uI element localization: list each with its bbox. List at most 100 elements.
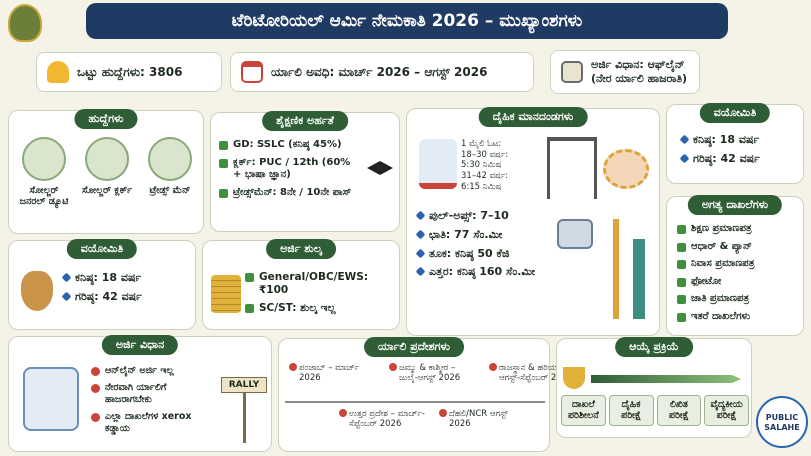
tape-icon (603, 149, 649, 189)
post-list: ಸೋಲ್ಜರ್ ಜನರಲ್ ಡ್ಯೂಟಿ ಸೋಲ್ಜರ್ ಕ್ಲರ್ಕ್ ಟ್ರೇಡ… (15, 137, 199, 208)
selection-step-list: ದಾಖಲೆ ಪರಿಶೀಲನೆ ದೈಹಿಕ ಪರೀಕ್ಷೆ ಲಿಖಿತ ಪರೀಕ್ಷೆ… (561, 395, 749, 426)
run-line-list: 1 ಮೈಲಿ ಓಟ: 18–30 ವರ್ಷ: 5:30 ನಿಮಿಷ 31–42 ವರ್… (461, 139, 531, 192)
highlight-mode: ಅರ್ಜಿ ವಿಧಾನ: ಆಫ್‌ಲೈನ್ (ನೇರ ರ್ಯಾಲಿ ಹಾಜರಾತಿ… (550, 50, 700, 94)
highlight-line: ಅರ್ಜಿ ವಿಧಾನ: ಆಫ್‌ಲೈನ್ (591, 58, 685, 71)
region-item: ಜಮ್ಮು & ಕಾಶ್ಮೀರ – ಜುಲೈ-ಆಗಸ್ಟ್ 2026 (387, 363, 475, 383)
region-item: ಪಂಜಾಬ್ – ಮಾರ್ಚ್ 2026 (287, 363, 375, 383)
apply-item: ಆನ್‌ಲೈನ್ ಅರ್ಜಿ ಇಲ್ಲ (91, 365, 211, 377)
apply-item: ನೇರವಾಗಿ ರ್ಯಾಲಿಗೆ ಹಾಜರಾಗಬೇಕು (91, 382, 211, 406)
run-line: 1 ಮೈಲಿ ಓಟ: (461, 139, 502, 149)
education-item-list: GD: SSLC (ಕನಿಷ್ಠ 45%) ಕ್ಲರ್ಕ್: PUC / 12th… (219, 139, 361, 204)
section-title: ಅರ್ಜಿ ವಿಧಾನ (101, 335, 179, 355)
highlight-text: ರ್ಯಾಲಿ ಅವಧಿ: ಮಾರ್ಚ್ 2026 – ಆಗಸ್ಟ್ 2026 (271, 64, 488, 79)
documents-card: ಅಗತ್ಯ ದಾಖಲೆಗಳು ಶಿಕ್ಷಣ ಪ್ರಮಾಣಪತ್ರ ಆಧಾರ್ & … (666, 195, 804, 336)
document-item: ಶಿಕ್ಷಣ ಪ್ರಮಾಣಪತ್ರ (677, 223, 801, 236)
apply-item: ಎಲ್ಲಾ ದಾಖಲೆಗಳ xerox ಕಡ್ಡಾಯ (91, 411, 211, 435)
post: ಸೋಲ್ಜರ್ ಕ್ಲರ್ಕ್ (78, 137, 136, 208)
section-title: ಅರ್ಜಿ ಶುಲ್ಕ (266, 239, 336, 259)
section-title: ವಯೋಮಿತಿ (66, 239, 138, 259)
selection-step: ವೈದ್ಯಕೀಯ ಪರೀಕ್ಷೆ (704, 395, 749, 426)
fee-card: ಅರ್ಜಿ ಶುಲ್ಕ General/OBC/EWS: ₹100 SC/ST: … (202, 239, 400, 330)
run-line: 5:30 ನಿಮಿಷ (461, 160, 502, 171)
document-item: ಇತರೆ ದಾಖಲೆಗಳು (677, 311, 801, 324)
physical-item: ಪುಲ್-ಅಪ್ಸ್: 7–10 (417, 209, 607, 223)
fee-item: SC/ST: ಶುಲ್ಕ ಇಲ್ಲ (245, 302, 399, 315)
logo: PUBLIC SALAHE (756, 396, 808, 448)
document-item-list: ಶಿಕ್ಷಣ ಪ್ರಮಾಣಪತ್ರ ಆಧಾರ್ & ಪ್ಯಾನ್ ನಿವಾಸ ಪ್ರ… (677, 223, 801, 328)
progress-arrow (591, 375, 741, 383)
section-title: ರ್ಯಾಲಿ ಪ್ರದೇಶಗಳು (364, 337, 464, 357)
sign-post (243, 393, 246, 443)
title: ಟೆರಿಟೋರಿಯಲ್ ಆರ್ಮಿ ನೇಮಕಾತಿ 2026 – ಮುಖ್ಯಾಂ… (231, 11, 583, 31)
document-item: ಫೋಟೋ (677, 276, 801, 289)
age-item: ಗರಿಷ್ಠ: 42 ವರ್ಷ (681, 152, 801, 166)
logo-line: SALAHE (764, 422, 800, 432)
selection-step: ಲಿಖಿತ ಪರೀಕ್ಷೆ (656, 395, 702, 426)
section-title: ಹುದ್ದೆಗಳು (74, 109, 138, 129)
height-icon (613, 219, 647, 319)
highlight-line: (ನೇರ ರ್ಯಾಲಿ ಹಾಜರಾತಿ) (591, 72, 688, 85)
document-item: ನಿವಾಸ ಪ್ರಮಾಣಪತ್ರ (677, 258, 801, 271)
selection-step: ದಾಖಲೆ ಪರಿಶೀಲನೆ (561, 395, 606, 426)
age-item: ಗರಿಷ್ಠ: 42 ವರ್ಷ (63, 290, 193, 304)
rally-sign: RALLY (221, 377, 267, 393)
money-bag-icon (21, 271, 53, 311)
trophy-icon (563, 367, 585, 389)
title-banner: ಟೆರಿಟೋರಿಯಲ್ ಆರ್ಮಿ ನೇಮಕಾತಿ 2026 – ಮುಖ್ಯಾಂ… (86, 3, 728, 39)
physical-item: ತೂಕ: ಕನಿಷ್ಠ 50 ಕೆಜಿ (417, 247, 607, 261)
run-line: 6:15 ನಿಮಿಷ (461, 181, 502, 192)
logo-line: PUBLIC (765, 413, 799, 422)
age-card-right: ವಯೋಮಿತಿ ಕನಿಷ್ಠ: 18 ವರ್ಷ ಗರಿಷ್ಠ: 42 ವರ್ಷ (666, 103, 804, 184)
age-item: ಕನಿಷ್ಠ: 18 ವರ್ಷ (63, 271, 193, 285)
physical-card: ದೈಹಿಕ ಮಾನದಂಡಗಳು 1 ಮೈಲಿ ಓಟ: 18–30 ವರ್ಷ: 5:3… (406, 107, 660, 336)
physical-item: ಛಾತಿ: 77 ಸೆಂ.ಮೀ (417, 228, 607, 242)
regions-timeline: ಪಂಜಾಬ್ – ಮಾರ್ಚ್ 2026 ಉತ್ತರ ಪ್ರದೇಶ – ಮಾರ್ಚ… (279, 339, 573, 453)
education-item: ಕ್ಲರ್ಕ್: PUC / 12th (60% + ಭಾಷಾ ಜ್ಞಾನ) (219, 157, 361, 182)
cap-icon (367, 161, 393, 175)
regions-card: ರ್ಯಾಲಿ ಪ್ರದೇಶಗಳು ಪಂಜಾಬ್ – ಮಾರ್ಚ್ 2026 ಉತ್… (278, 337, 573, 453)
physical-item-list: ಪುಲ್-ಅಪ್ಸ್: 7–10 ಛಾತಿ: 77 ಸೆಂ.ಮೀ ತೂಕ: ಕನಿಷ… (417, 209, 607, 284)
education-item: ಟ್ರೇಡ್ಸ್‌ಮೆನ್: 8ನೇ / 10ನೇ ಪಾಸ್ (219, 187, 361, 200)
document-item: ಆಧಾರ್ & ಪ್ಯಾನ್ (677, 241, 801, 254)
apply-item-list: ಆನ್‌ಲೈನ್ ಅರ್ಜಿ ಇಲ್ಲ ನೇರವಾಗಿ ರ್ಯಾಲಿಗೆ ಹಾಜರ… (91, 365, 211, 439)
calendar-icon (241, 61, 263, 83)
age-card-left: ವಯೋಮಿತಿ ಕನಿಷ್ಠ: 18 ವರ್ಷ ಗರಿಷ್ಠ: 42 ವರ್ಷ (8, 239, 196, 330)
pullup-icon (547, 137, 597, 199)
highlight-text: ಒಟ್ಟು ಹುದ್ದೆಗಳು: 3806 (77, 64, 183, 79)
rally-sign-text: RALLY (228, 380, 260, 390)
section-title: ದೈಹಿಕ ಮಾನದಂಡಗಳು (478, 107, 588, 127)
document-item: ಜಾತಿ ಪ್ರಮಾಣಪತ್ರ (677, 293, 801, 306)
section-title: ಆಯ್ಕೆ ಪ್ರಕ್ರಿಯೆ (615, 337, 693, 357)
section-title: ವಯೋಮಿತಿ (699, 103, 771, 123)
coins-icon (211, 275, 241, 313)
post: ಟ್ರೇಡ್ಸ್ ಮೆನ್ (141, 137, 199, 208)
run-line: 31–42 ವರ್ಷ: (461, 170, 509, 181)
fee-item: General/OBC/EWS: ₹100 (245, 271, 399, 297)
section-title: ಶೈಕ್ಷಣಿಕ ಅರ್ಹತೆ (262, 111, 348, 131)
education-item: GD: SSLC (ಕನಿಷ್ಠ 45%) (219, 139, 361, 152)
age-item-list: ಕನಿಷ್ಠ: 18 ವರ್ಷ ಗರಿಷ್ಠ: 42 ವರ್ಷ (63, 271, 193, 309)
region-item: ಉತ್ತರ ಪ್ರದೇಶ – ಮಾರ್ಚ್-ಸೆಪ್ಟೆಂಬರ್ 2026 (337, 409, 425, 429)
apply-card: ಅರ್ಜಿ ವಿಧಾನ ಆನ್‌ಲೈನ್ ಅರ್ಜಿ ಇಲ್ಲ ನೇರವಾಗಿ ರ… (8, 335, 272, 452)
phone-icon (23, 367, 79, 431)
age-item: ಕನಿಷ್ಠ: 18 ವರ್ಷ (681, 133, 801, 147)
timeline-line (285, 401, 545, 403)
highlight-posts: ಒಟ್ಟು ಹುದ್ದೆಗಳು: 3806 (36, 52, 222, 92)
highlight-text: ಅರ್ಜಿ ವಿಧಾನ: ಆಫ್‌ಲೈನ್ (ನೇರ ರ್ಯಾಲಿ ಹಾಜರಾತಿ… (591, 58, 687, 86)
clipboard-icon (561, 61, 583, 83)
bell-icon (47, 61, 69, 83)
highlight-period: ರ್ಯಾಲಿ ಅವಧಿ: ಮಾರ್ಚ್ 2026 – ಆಗಸ್ಟ್ 2026 (230, 52, 534, 92)
section-title: ಅಗತ್ಯ ದಾಖಲೆಗಳು (687, 195, 783, 215)
run-line: 18–30 ವರ್ಷ: (461, 149, 509, 160)
education-card: ಶೈಕ್ಷಣಿಕ ಅರ್ಹತೆ GD: SSLC (ಕನಿಷ್ಠ 45%) ಕ್ಲ… (210, 111, 400, 232)
region-item: ದೆಹಲಿ/NCR ಆಗಸ್ಟ್ 2026 (437, 409, 525, 429)
selection-card: ಆಯ್ಕೆ ಪ್ರಕ್ರಿಯೆ ದಾಖಲೆ ಪರಿಶೀಲನೆ ದೈಹಿಕ ಪರೀಕ… (556, 337, 752, 438)
emblem (8, 4, 42, 42)
physical-item: ಎತ್ತರ: ಕನಿಷ್ಠ 160 ಸೆಂ.ಮೀ (417, 265, 607, 279)
selection-step: ದೈಹಿಕ ಪರೀಕ್ಷೆ (608, 395, 654, 426)
post: ಸೋಲ್ಜರ್ ಜನರಲ್ ಡ್ಯೂಟಿ (15, 137, 73, 208)
age-item-list: ಕನಿಷ್ಠ: 18 ವರ್ಷ ಗರಿಷ್ಠ: 42 ವರ್ಷ (681, 133, 801, 171)
region-item: ರಾಜಸ್ಥಾನ & ಹರಿಯಾಣ – ಆಗಸ್ಟ್-ಸೆಪ್ಟೆಂಬರ್ 20… (487, 363, 575, 383)
runner-icon (419, 139, 457, 189)
